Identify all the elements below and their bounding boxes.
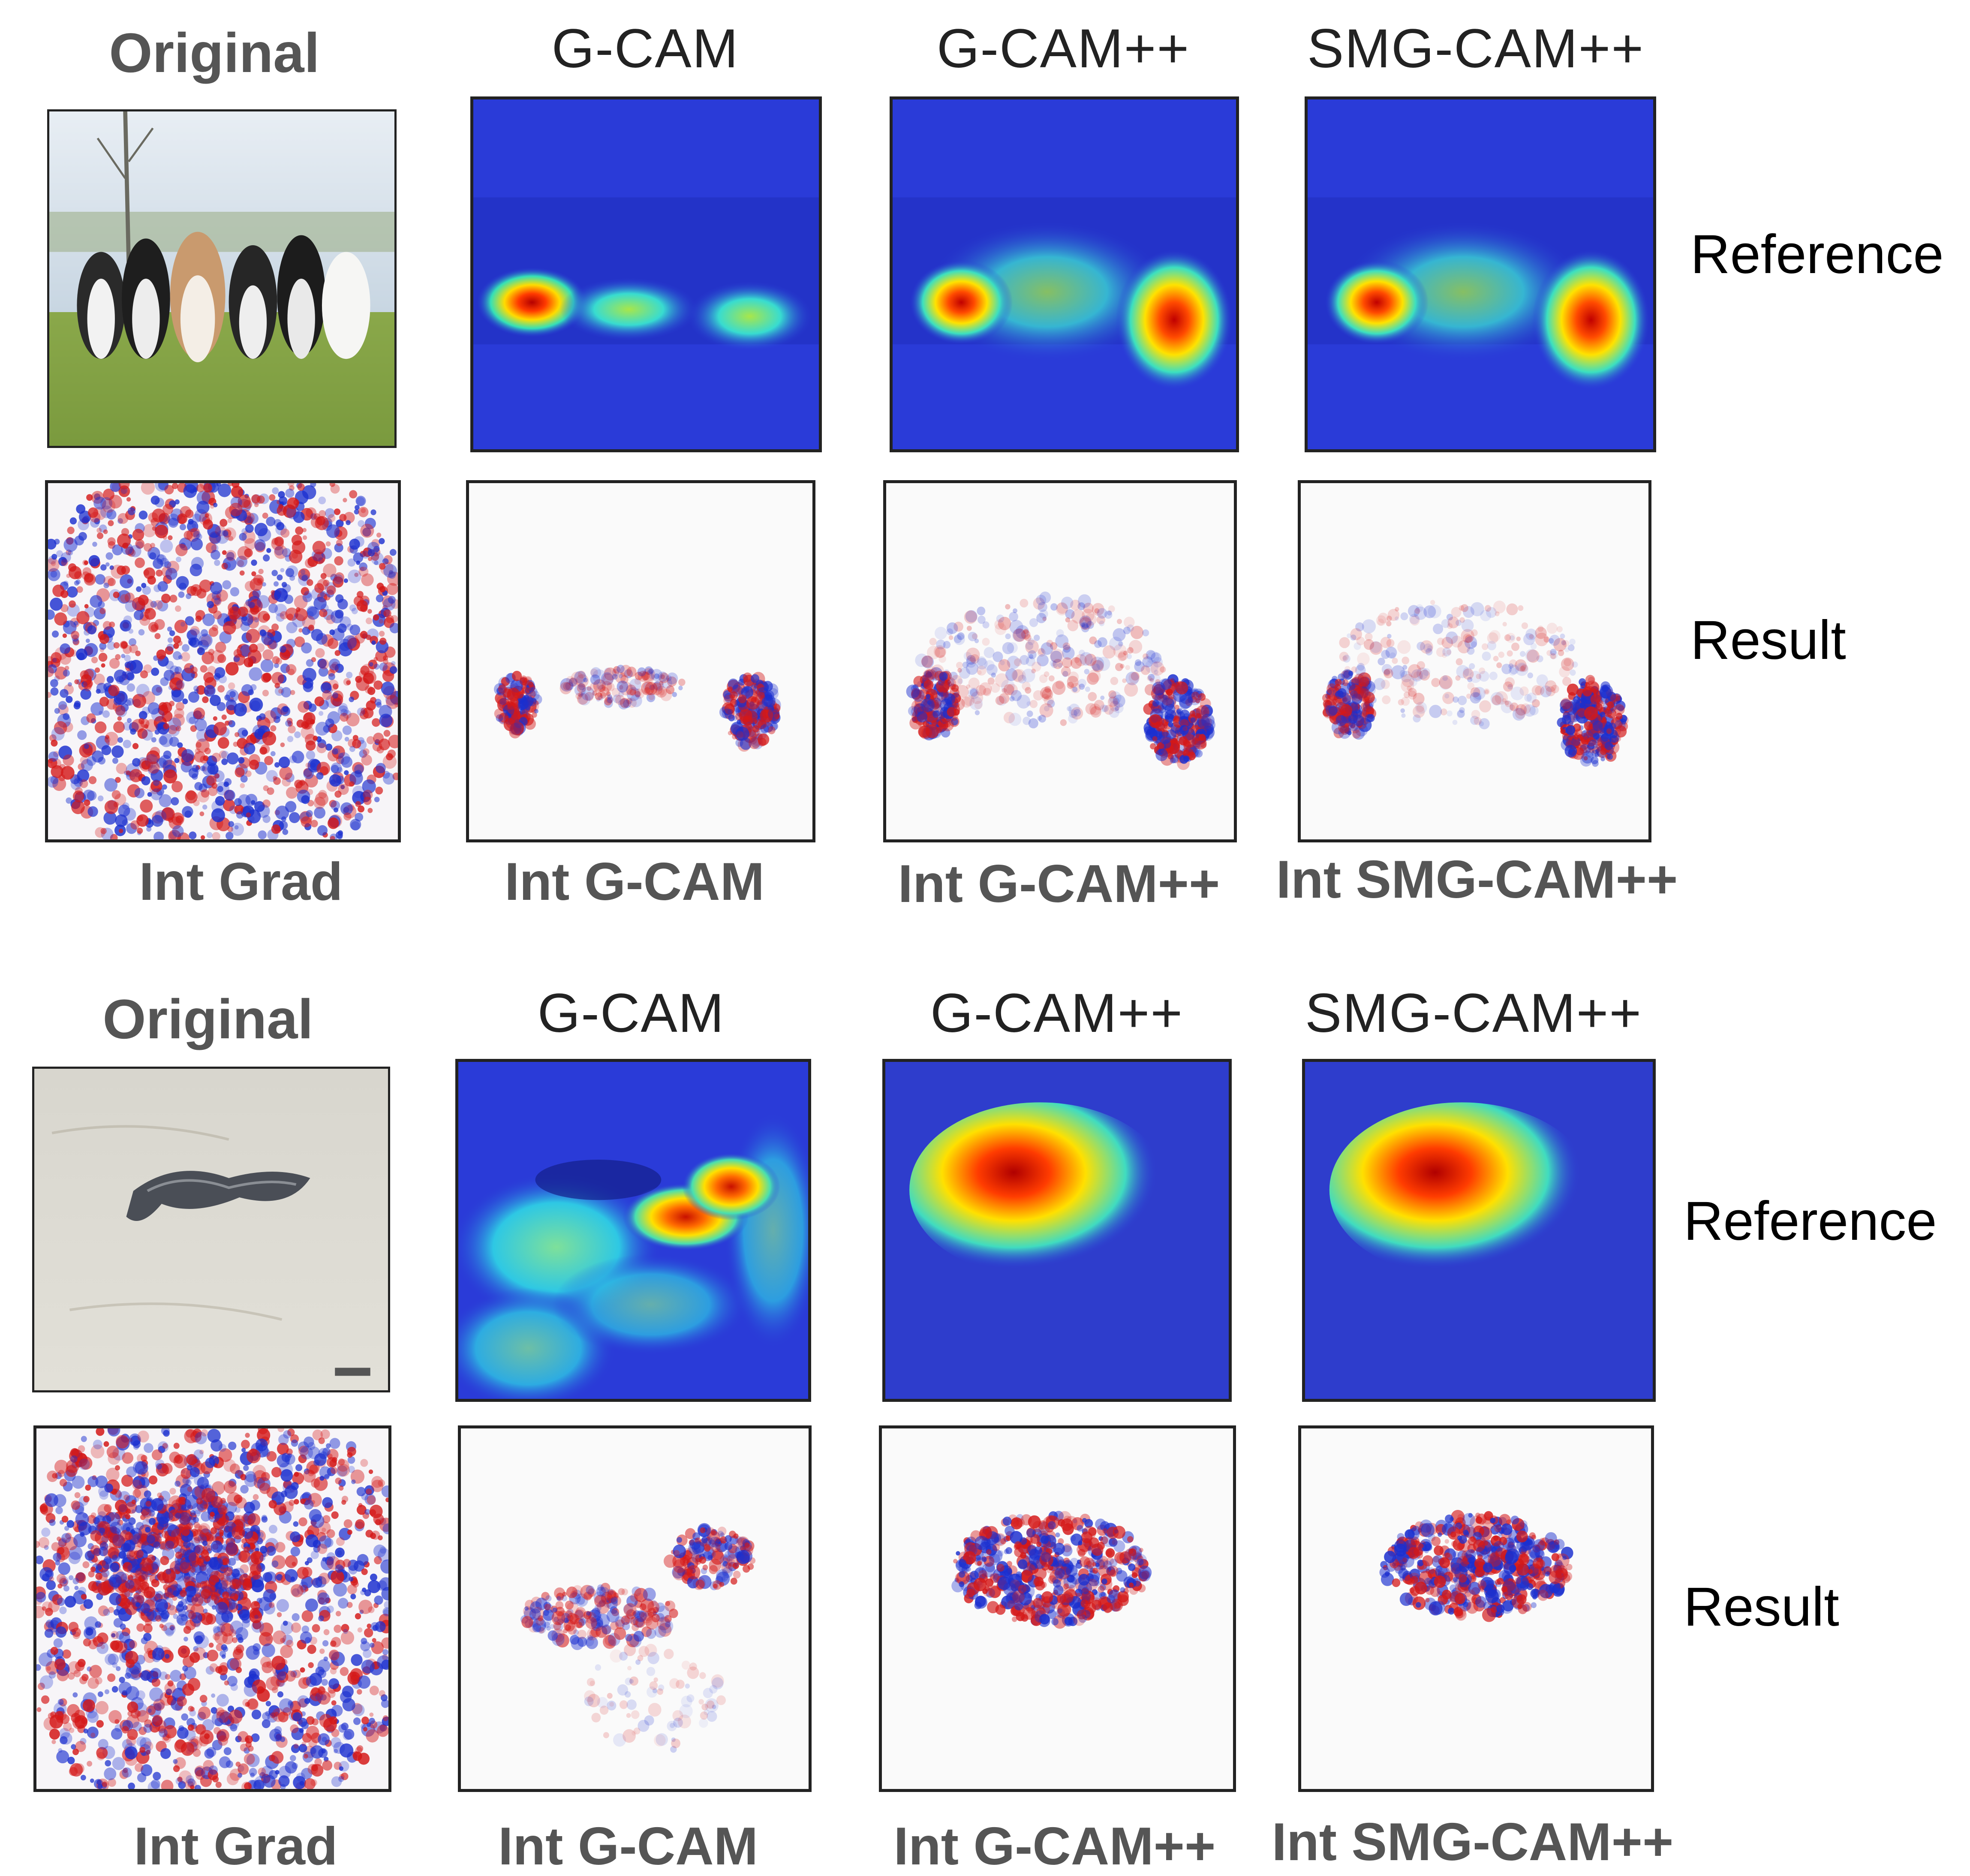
row-label-reference: Reference xyxy=(1684,1194,1937,1249)
header-smg-cam: SMG-CAM++ xyxy=(1240,21,1711,76)
smg-cam-heatmap-dogs xyxy=(1305,96,1656,452)
gcampp-heatmap-snake xyxy=(882,1059,1232,1402)
caption-int-smg-cam: Int SMG-CAM++ xyxy=(1237,1816,1708,1869)
header-gcam: G-CAM xyxy=(409,21,881,76)
caption-int-smg-cam: Int SMG-CAM++ xyxy=(1241,853,1713,906)
int-smg-cam-map-dogs xyxy=(1298,480,1651,842)
int-gcam-map-dogs xyxy=(466,480,815,842)
int-gcam-map-snake xyxy=(458,1425,812,1792)
row-label-result: Result xyxy=(1690,613,1846,668)
caption-int-gcampp: Int G-CAM++ xyxy=(823,857,1295,911)
original-image-dogs xyxy=(47,109,397,448)
gcam-heatmap-snake xyxy=(455,1059,811,1402)
int-gcampp-map-dogs xyxy=(883,480,1237,842)
gcampp-heatmap-dogs xyxy=(890,96,1239,452)
header-original: Original xyxy=(0,991,444,1047)
header-smg-cam: SMG-CAM++ xyxy=(1238,986,1709,1041)
caption-int-gcam: Int G-CAM xyxy=(392,1820,864,1873)
header-gcampp: G-CAM++ xyxy=(821,986,1293,1041)
int-grad-map-dogs xyxy=(45,480,401,842)
caption-int-gcam: Int G-CAM xyxy=(399,855,870,908)
int-grad-map-snake xyxy=(33,1425,391,1792)
int-gcampp-map-snake xyxy=(879,1425,1236,1792)
smg-cam-heatmap-snake xyxy=(1302,1059,1656,1402)
gcam-heatmap-dogs xyxy=(470,96,822,452)
row-label-reference: Reference xyxy=(1690,227,1944,282)
header-original: Original xyxy=(0,25,450,81)
row-label-result: Result xyxy=(1684,1580,1839,1635)
int-smg-cam-map-snake xyxy=(1298,1425,1654,1792)
header-gcam: G-CAM xyxy=(395,986,867,1041)
caption-int-gcampp: Int G-CAM++ xyxy=(819,1820,1290,1873)
original-image-snake xyxy=(32,1067,390,1392)
header-gcampp: G-CAM++ xyxy=(827,21,1299,76)
